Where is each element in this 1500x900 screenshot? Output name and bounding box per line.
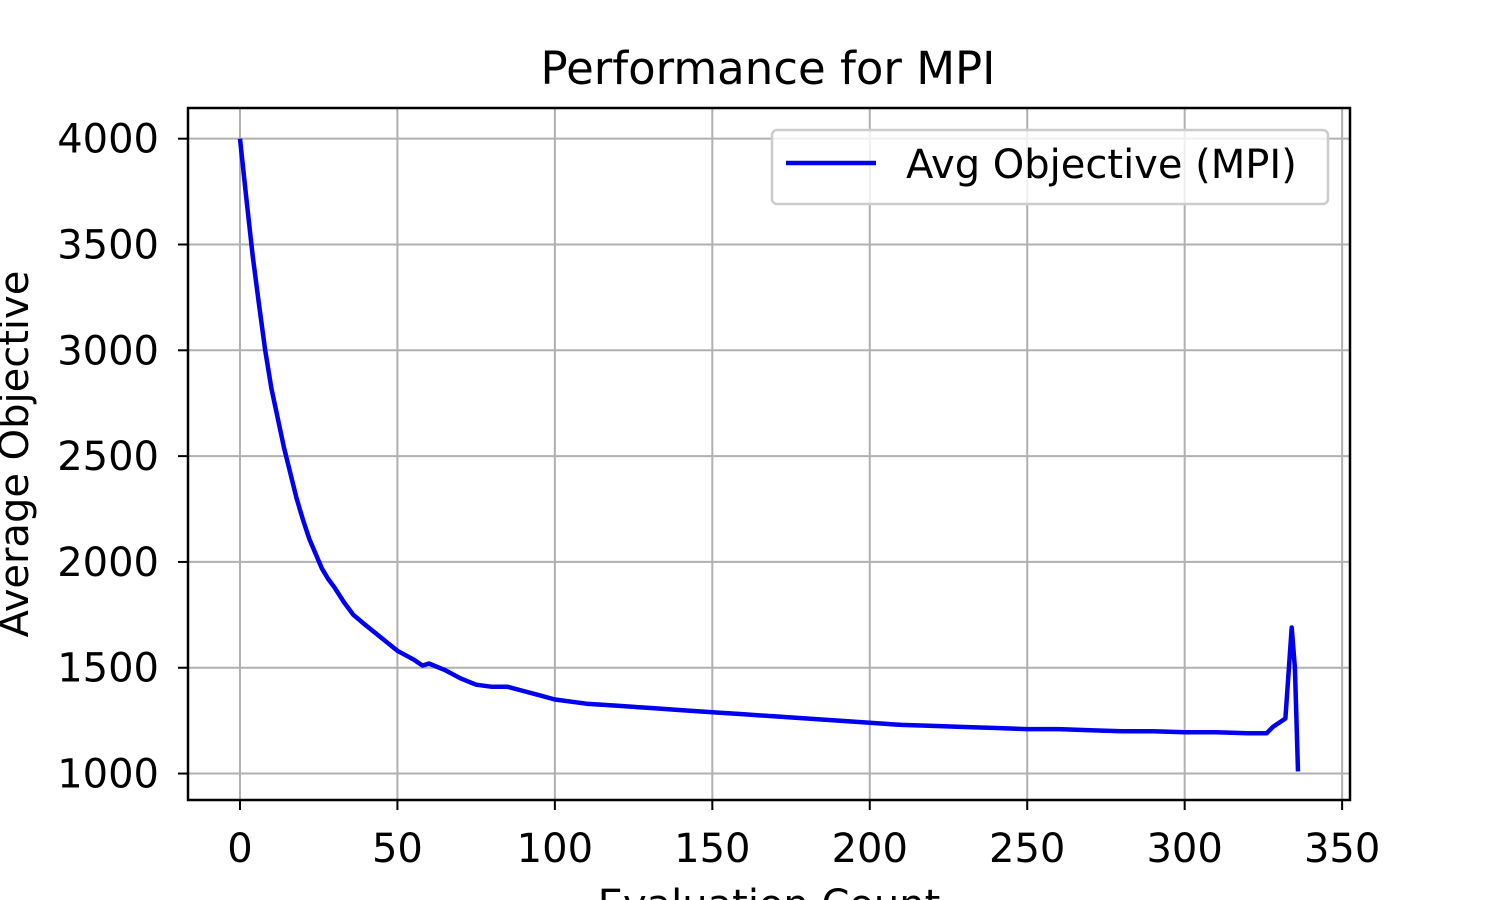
plot-frame bbox=[186, 106, 1352, 802]
chart-title: Performance for MPI bbox=[541, 42, 996, 95]
y-tick-label: 2500 bbox=[57, 434, 159, 480]
x-tick-label: 300 bbox=[1146, 826, 1222, 872]
x-tick-label: 100 bbox=[517, 826, 593, 872]
y-tick-label: 3500 bbox=[57, 222, 159, 268]
y-axis-label: Average Objective bbox=[0, 271, 38, 638]
legend: Avg Objective (MPI) bbox=[770, 128, 1330, 206]
series-line bbox=[237, 138, 1301, 772]
plot-area bbox=[237, 138, 1301, 772]
x-tick-label: 200 bbox=[832, 826, 908, 872]
x-tick-label: 150 bbox=[674, 826, 750, 872]
x-tick-label: 350 bbox=[1304, 826, 1380, 872]
y-tick-label: 4000 bbox=[57, 117, 159, 163]
legend-label: Avg Objective (MPI) bbox=[906, 142, 1297, 188]
y-tick-label: 3000 bbox=[57, 328, 159, 374]
x-tick-label: 0 bbox=[227, 826, 252, 872]
legend-box bbox=[770, 128, 1330, 206]
x-tick-label: 50 bbox=[372, 826, 423, 872]
y-tick-label: 1000 bbox=[57, 752, 159, 798]
y-axis-ticks: 1000 1500 2000 2500 3000 3500 4000 bbox=[57, 117, 188, 798]
y-tick-label: 2000 bbox=[57, 540, 159, 586]
y-tick-label: 1500 bbox=[57, 646, 159, 692]
x-axis-ticks: 0 50 100 150 200 250 300 350 bbox=[227, 800, 1380, 872]
grid bbox=[188, 108, 1350, 800]
x-axis-label: Evaluation Count bbox=[598, 882, 941, 900]
x-tick-label: 250 bbox=[989, 826, 1065, 872]
